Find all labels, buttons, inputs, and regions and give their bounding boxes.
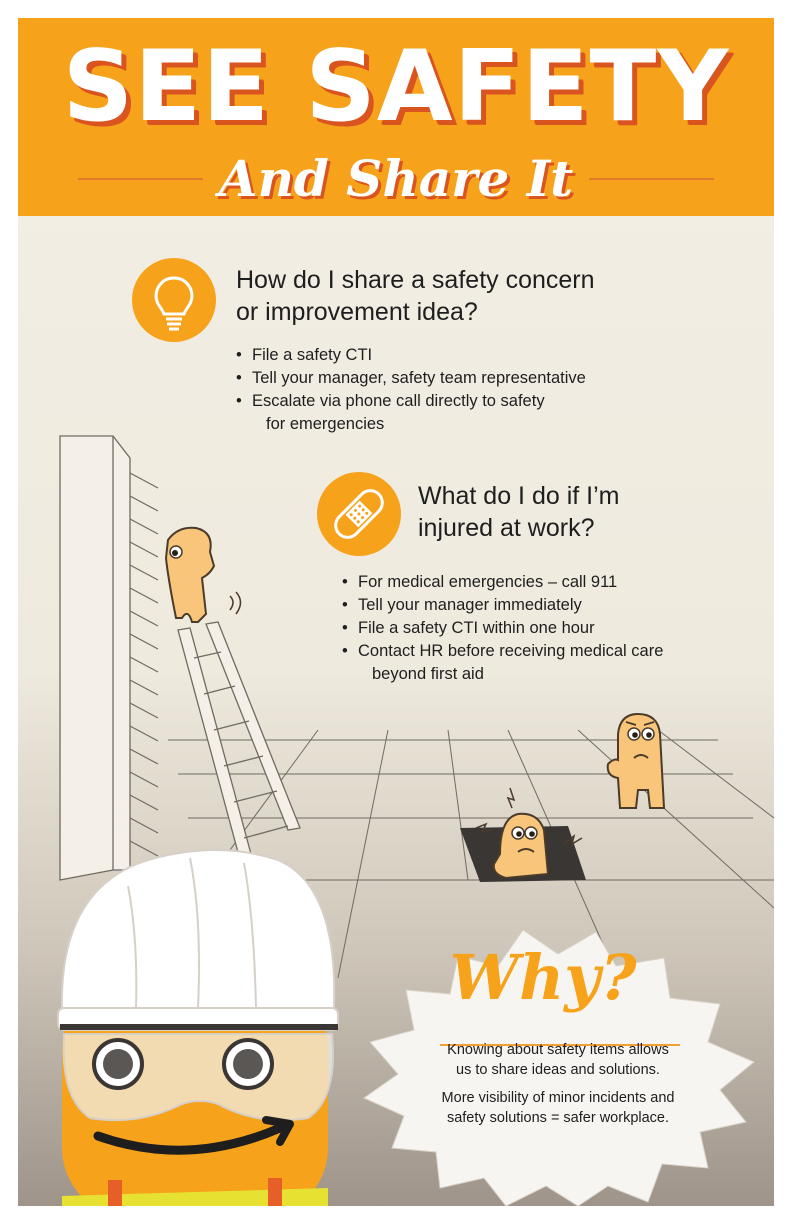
- section2-bullet-4-continued: beyond first aid: [372, 665, 484, 683]
- ladder: [177, 621, 301, 883]
- section2-bullet-4: Contact HR before receiving medical care…: [342, 640, 762, 686]
- section1-bullet-2: Tell your manager, safety team represent…: [236, 367, 676, 390]
- worried-character: [606, 712, 666, 809]
- why-divider: [440, 1044, 680, 1046]
- wall-siding: [129, 472, 159, 857]
- section2-bullet-list: For medical emergencies – call 911 Tell …: [342, 571, 762, 686]
- why-text-2-line1: More visibility of minor incidents and: [441, 1090, 675, 1106]
- section1-bullet-1: File a safety CTI: [236, 344, 676, 367]
- section1-bullet-3: Escalate via phone call directly to safe…: [236, 390, 676, 436]
- section1-question-line2: or improvement idea?: [236, 298, 478, 326]
- section1-question-line1: How do I share a safety concern: [236, 266, 595, 294]
- section1-bullet-list: File a safety CTI Tell your manager, saf…: [236, 344, 676, 436]
- section2-question-line1: What do I do if I’m: [418, 482, 620, 510]
- subtitle-divider-right: [589, 178, 714, 180]
- wall: [59, 435, 131, 881]
- section1-bullet-3-continued: for emergencies: [266, 415, 385, 433]
- section2-bullet-1: For medical emergencies – call 911: [342, 571, 762, 594]
- section2-bullet-3: File a safety CTI within one hour: [342, 617, 762, 640]
- poster-title: SEE SAFETY: [62, 30, 730, 144]
- lightbulb-icon: [132, 258, 216, 342]
- why-text-2: More visibility of minor incidents and s…: [408, 1088, 708, 1128]
- fallen-character: [475, 787, 583, 880]
- hardhat-worker-character: [57, 849, 339, 1206]
- header-banner: SEE SAFETY And Share It: [18, 18, 774, 216]
- why-heading: Why?: [449, 941, 637, 1014]
- climbing-character: [164, 526, 242, 623]
- why-text-2-line2: safety solutions = safer workplace.: [446, 1110, 670, 1126]
- section2-question-line2: injured at work?: [418, 514, 595, 542]
- why-text-1-line2: us to share ideas and solutions.: [456, 1062, 660, 1078]
- workplace-scene-illustration: [57, 435, 774, 1206]
- why-starburst: [362, 929, 755, 1206]
- why-text-1: Knowing about safety items allows us to …: [408, 1040, 708, 1080]
- poster-subtitle: And Share It: [218, 149, 574, 208]
- bandage-icon: [317, 472, 401, 556]
- section1-question: How do I share a safety concern or impro…: [236, 264, 595, 328]
- poster: SEE SAFETY And Share It: [18, 18, 774, 1206]
- subtitle-divider-left: [78, 178, 203, 180]
- why-text-1-line1: Knowing about safety items allows: [447, 1042, 669, 1058]
- section2-question: What do I do if I’m injured at work?: [418, 480, 619, 544]
- section2-bullet-2: Tell your manager immediately: [342, 594, 762, 617]
